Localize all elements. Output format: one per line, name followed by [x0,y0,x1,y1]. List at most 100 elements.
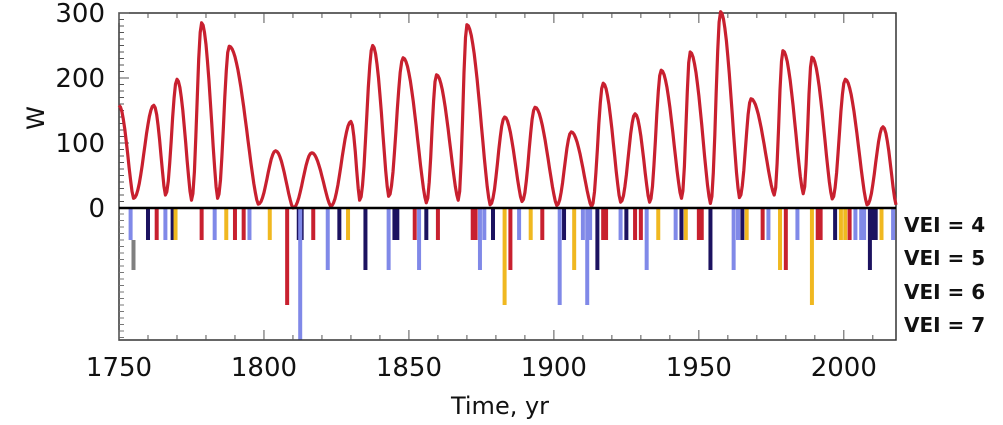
x-tick-label: 1750 [86,353,152,383]
eruption-bar [502,208,507,305]
eruption-bar [224,208,229,240]
x-tick-label: 1800 [231,353,297,383]
x-tick-label: 1850 [376,353,442,383]
eruption-bar [392,208,397,240]
eruption-bar [232,208,237,240]
eruption-bar [604,208,609,240]
eruption-bar [337,208,342,240]
eruption-bar [557,208,562,305]
eruption-bar [562,208,567,240]
eruption-bar [633,208,638,240]
eruption-bar [508,208,513,270]
eruption-bar [708,208,713,270]
eruption-bar [795,208,800,240]
eruption-bar [818,208,823,240]
eruption-bar [809,208,814,305]
eruption-bar [199,208,204,240]
eruption-bar [891,208,896,240]
y-tick-label: 0 [88,194,105,224]
eruption-bar [435,208,440,240]
vei-label: VEI = 5 [904,246,985,270]
eruption-bar [624,208,629,240]
eruption-bar [683,208,688,240]
tick-labels: 0 100 200 300 1750 1800 1850 1900 1950 2000 [55,0,877,383]
eruption-bar [145,208,150,240]
eruption-bar [867,208,872,270]
y-tick-label: 200 [55,64,105,94]
eruption-bar [477,208,482,270]
eruption-bar [815,208,820,240]
axis-ticks [118,12,874,340]
eruption-bar [580,208,585,240]
eruption-bar [212,208,217,240]
eruption-bar [696,208,701,240]
eruption-bar [585,208,590,305]
eruption-bar [838,208,843,240]
vei-label: VEI = 7 [904,313,985,337]
eruption-bar [833,208,838,240]
eruption-bar [656,208,661,240]
eruption-bar [862,208,867,240]
plot-frame [118,12,897,341]
eruption-bar [843,208,848,240]
eruption-bar [131,240,136,270]
eruption-bar [731,208,736,270]
eruption-bar [473,208,478,240]
eruption-bar [644,208,649,270]
x-tick-label: 2000 [811,353,877,383]
vei-labels: VEI = 4 VEI = 5 VEI = 6 VEI = 7 [904,213,985,337]
vei-label: VEI = 6 [904,280,985,304]
eruption-bar [470,208,475,240]
eruption-bar [482,208,487,240]
eruption-bar [783,208,788,270]
eruption-bar [298,208,303,340]
eruption-bar [285,208,290,305]
eruption-bar [879,208,884,240]
eruption-bar [412,208,417,240]
x-tick-label: 1950 [666,353,732,383]
eruption-bar [386,208,391,270]
vei-label: VEI = 4 [904,213,985,237]
eruption-bar [595,208,600,270]
eruption-bar [588,208,593,240]
eruption-bar [740,208,745,240]
eruption-bar [699,208,704,240]
x-axis-title: Time, yr [450,392,549,420]
eruption-bar [173,208,178,240]
eruption-bar [870,208,875,240]
eruption-bar [618,208,623,240]
eruption-bar [760,208,765,240]
eruption-bar [128,208,133,240]
eruption-bar [847,208,852,240]
eruption-bar [491,208,496,240]
eruption-bar [766,208,771,240]
eruption-bar [528,208,533,240]
eruption-bar [154,208,159,240]
eruption-bars [128,208,896,340]
eruption-bar [267,208,272,240]
eruption-bar [311,208,316,240]
eruption-bar [363,208,368,270]
eruption-bar [247,208,252,240]
eruption-bar [873,208,878,240]
eruption-bar [778,208,783,270]
sunspot-series-line [117,10,898,210]
eruption-bar [859,208,864,240]
eruption-bar [853,208,858,240]
eruption-bar [170,208,175,240]
eruption-bar [540,208,545,240]
eruption-bar [735,208,740,240]
y-tick-label: 300 [55,0,105,29]
x-tick-label: 1900 [521,353,587,383]
eruption-bar [679,208,684,240]
eruption-bar [572,208,577,270]
eruption-bar [601,208,606,240]
y-tick-label: 100 [55,129,105,159]
eruption-bar [346,208,351,240]
eruption-bar [163,208,168,240]
plot-border [118,12,897,341]
eruption-bar [241,208,246,240]
eruption-bar [744,208,749,240]
eruption-bar [517,208,522,240]
